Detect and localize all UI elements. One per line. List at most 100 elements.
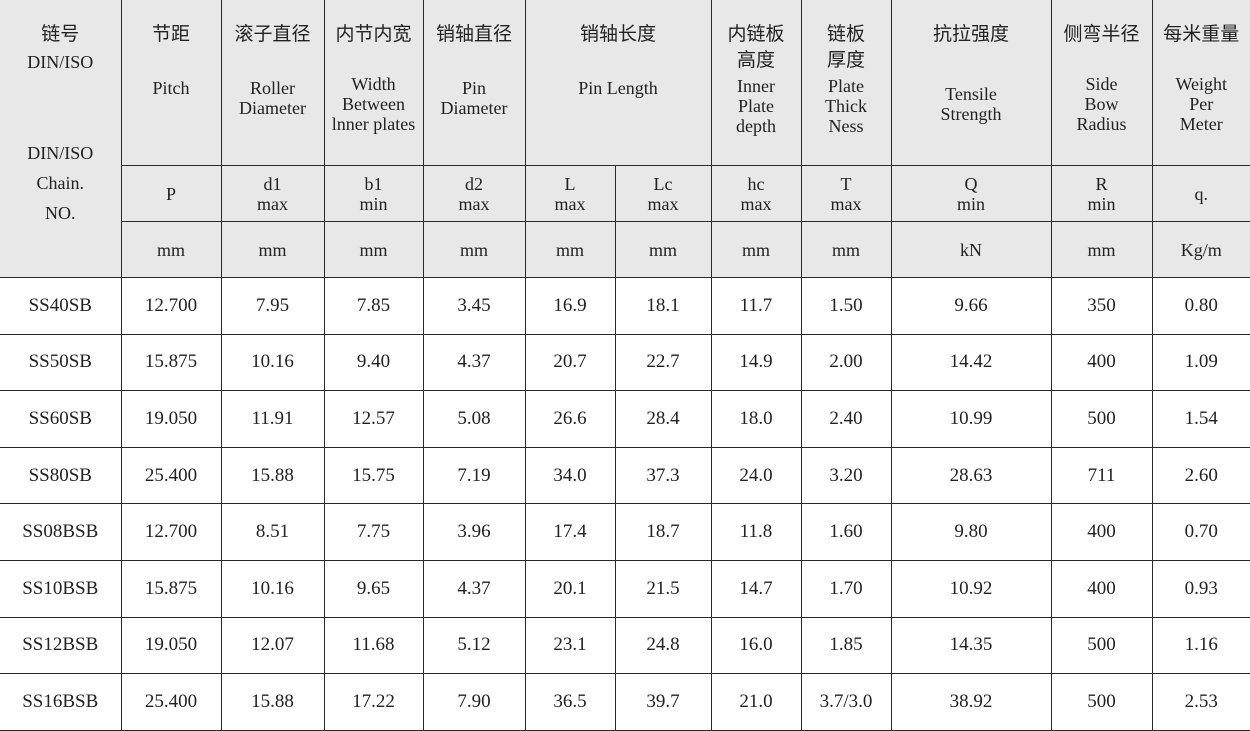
table-cell: 4.37 xyxy=(423,334,525,391)
header-symbol: q. xyxy=(1152,166,1250,222)
header-en-label: Roller Diameter xyxy=(222,78,324,118)
table-cell: 34.0 xyxy=(525,447,615,504)
table-cell: 500 xyxy=(1051,391,1152,448)
header-symbol: Q min xyxy=(891,166,1051,222)
table-cell: 14.35 xyxy=(891,617,1051,674)
table-cell: 20.7 xyxy=(525,334,615,391)
table-cell: 500 xyxy=(1051,674,1152,731)
table-cell: 711 xyxy=(1051,447,1152,504)
chain-number-cell: SS08BSB xyxy=(0,504,121,561)
table-cell: 0.80 xyxy=(1152,278,1250,335)
table-cell: 1.60 xyxy=(801,504,891,561)
header-symbol: T max xyxy=(801,166,891,222)
header-en-label: Pitch xyxy=(122,78,221,98)
table-cell: 14.7 xyxy=(711,560,801,617)
table-cell: 28.4 xyxy=(615,391,711,448)
table-cell: 5.08 xyxy=(423,391,525,448)
table-cell: 1.16 xyxy=(1152,617,1250,674)
chain-number-cell: SS16BSB xyxy=(0,674,121,731)
chain-number-cell: SS12BSB xyxy=(0,617,121,674)
header-symbol: R min xyxy=(1051,166,1152,222)
header-symbol: d1 max xyxy=(221,166,324,222)
table-cell: 21.5 xyxy=(615,560,711,617)
header-col-7: 抗拉强度 Tensile Strength xyxy=(891,0,1051,166)
chain-number-cell: SS80SB xyxy=(0,447,121,504)
table-cell: 400 xyxy=(1051,560,1152,617)
table-cell: 11.7 xyxy=(711,278,801,335)
header-zh-label: 节距 xyxy=(122,22,221,48)
table-cell: 10.16 xyxy=(221,334,324,391)
table-cell: 3.96 xyxy=(423,504,525,561)
header-unit: mm xyxy=(324,222,423,278)
header-symbol: P xyxy=(121,166,221,222)
table-cell: 38.92 xyxy=(891,674,1051,731)
table-cell: 8.51 xyxy=(221,504,324,561)
header-en-label: Side Bow Radius xyxy=(1052,74,1152,134)
table-cell: 16.0 xyxy=(711,617,801,674)
table-cell: 2.40 xyxy=(801,391,891,448)
table-cell: 9.66 xyxy=(891,278,1051,335)
header-unit: mm xyxy=(711,222,801,278)
header-zh-label: 内链板 高度 xyxy=(712,22,801,74)
header-unit: mm xyxy=(121,222,221,278)
table-cell: 11.8 xyxy=(711,504,801,561)
header-en-label: Width Between lnner plates xyxy=(325,74,423,134)
table-cell: 25.400 xyxy=(121,447,221,504)
header-symbol: b1 min xyxy=(324,166,423,222)
header-unit: mm xyxy=(1051,222,1152,278)
table-cell: 5.12 xyxy=(423,617,525,674)
header-col-4: 销轴长度 Pin Length xyxy=(525,0,711,166)
table-cell: 400 xyxy=(1051,504,1152,561)
chain-number-cell: SS50SB xyxy=(0,334,121,391)
chain-number-cell: SS60SB xyxy=(0,391,121,448)
table-cell: 9.80 xyxy=(891,504,1051,561)
table-cell: 10.99 xyxy=(891,391,1051,448)
table-cell: 1.54 xyxy=(1152,391,1250,448)
table-cell: 19.050 xyxy=(121,617,221,674)
table-cell: 0.93 xyxy=(1152,560,1250,617)
header-en-label: Tensile Strength xyxy=(892,84,1051,124)
header-zh-label: 侧弯半径 xyxy=(1052,22,1152,48)
table-cell: 9.65 xyxy=(324,560,423,617)
table-cell: 10.92 xyxy=(891,560,1051,617)
table-cell: 12.07 xyxy=(221,617,324,674)
chain-no-line3: Chain. xyxy=(0,168,121,198)
header-en-label: Pin Length xyxy=(526,78,711,98)
header-en-label: Inner Plate depth xyxy=(712,76,801,136)
header-unit: mm xyxy=(525,222,615,278)
table-cell: 7.95 xyxy=(221,278,324,335)
table-cell: 2.53 xyxy=(1152,674,1250,731)
table-cell: 3.45 xyxy=(423,278,525,335)
header-zh-label: 销轴长度 xyxy=(526,22,711,48)
table-cell: 15.875 xyxy=(121,334,221,391)
table-cell: 1.09 xyxy=(1152,334,1250,391)
table-cell: 400 xyxy=(1051,334,1152,391)
header-zh-label: 抗拉强度 xyxy=(892,22,1051,48)
table-cell: 0.70 xyxy=(1152,504,1250,561)
table-cell: 22.7 xyxy=(615,334,711,391)
chain-number-cell: SS40SB xyxy=(0,278,121,335)
table-cell: 500 xyxy=(1051,617,1152,674)
header-col-0: 节距 Pitch xyxy=(121,0,221,166)
chain-no-line1: DIN/ISO xyxy=(0,52,121,72)
table-cell: 350 xyxy=(1051,278,1152,335)
chain-number-cell: SS10BSB xyxy=(0,560,121,617)
table-cell: 1.70 xyxy=(801,560,891,617)
table-cell: 20.1 xyxy=(525,560,615,617)
header-symbol: L max xyxy=(525,166,615,222)
header-en-label: Weight Per Meter xyxy=(1153,74,1250,134)
